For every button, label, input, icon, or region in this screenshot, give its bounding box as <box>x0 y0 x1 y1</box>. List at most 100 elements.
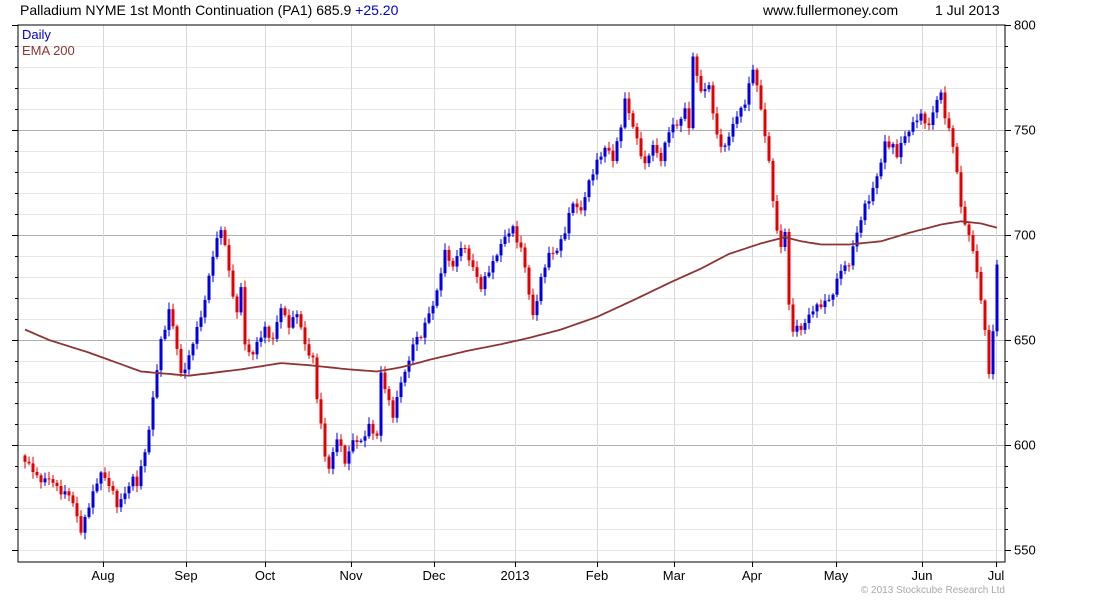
plot-border <box>17 24 1006 563</box>
candle-body <box>695 56 699 76</box>
page-title: Palladium NYME 1st Month Continuation (P… <box>20 2 398 18</box>
candle-body <box>699 75 703 92</box>
candle-body <box>755 69 759 86</box>
candle-body <box>79 516 83 533</box>
candle-body <box>219 230 223 238</box>
candle-body <box>571 203 575 213</box>
candle-body <box>903 136 907 143</box>
candle-body <box>659 152 663 162</box>
candle-body <box>679 118 683 126</box>
candle-body <box>443 249 447 274</box>
candle-body <box>667 132 671 143</box>
date-text: 1 Jul 2013 <box>935 2 1000 18</box>
candle-body <box>287 315 291 328</box>
axes-layer: Aug Sep Oct Nov Dec 2013 Feb Mar Apr May Jun Jul 550… <box>12 18 1036 583</box>
candle-body <box>979 272 983 301</box>
candle-body <box>139 466 143 487</box>
candle-body <box>291 317 295 328</box>
candle-body <box>651 145 655 156</box>
copyright-text: © 2013 Stockcube Research Ltd <box>860 585 1005 596</box>
candle-body <box>187 355 191 370</box>
candle-body <box>263 326 267 338</box>
candle-body <box>663 142 667 162</box>
candle-body <box>611 150 615 161</box>
candle-body <box>391 400 395 418</box>
candle-body <box>47 478 51 480</box>
ema-200-line <box>24 220 998 377</box>
candle-body <box>559 239 563 251</box>
candle-body <box>423 322 427 338</box>
candle-body <box>111 485 115 491</box>
candle-body <box>843 265 847 271</box>
candle-body <box>463 248 467 249</box>
candle-body <box>835 278 839 295</box>
candle-body <box>527 267 531 295</box>
candle-body <box>879 162 883 177</box>
candle-body <box>539 277 543 302</box>
candle-body <box>995 264 999 332</box>
candle-body <box>983 300 987 330</box>
candle-body <box>87 507 91 517</box>
candle-body <box>923 113 927 124</box>
candle-body <box>907 131 911 137</box>
candle-body <box>491 261 495 273</box>
candle-body <box>119 499 123 508</box>
candle-body <box>831 294 835 300</box>
candle-body <box>859 220 863 233</box>
candle-body <box>223 230 227 246</box>
candle-body <box>819 304 823 308</box>
candle-body <box>159 339 163 371</box>
candle-body <box>459 248 463 257</box>
candle-body <box>355 440 359 442</box>
candle-body <box>931 112 935 125</box>
candle-body <box>555 250 559 254</box>
candle-body <box>787 232 791 305</box>
candle-body <box>39 475 43 483</box>
candle-body <box>807 314 811 323</box>
x-axis-label: Dec <box>422 568 446 583</box>
candle-body <box>191 343 195 356</box>
candle-body <box>59 486 63 495</box>
candle-body <box>915 120 919 123</box>
x-axis-label: Feb <box>586 568 608 583</box>
candle-body <box>439 273 443 291</box>
candle-body <box>827 299 831 301</box>
candle-body <box>435 290 439 306</box>
candle-body <box>507 233 511 237</box>
y-axis-label: 550 <box>1014 543 1036 558</box>
candle-body <box>283 308 287 316</box>
candle-body <box>479 276 483 290</box>
candle-body <box>327 456 331 469</box>
candle-body <box>451 260 455 267</box>
candle-body <box>155 370 159 398</box>
candle-body <box>151 397 155 430</box>
candle-body <box>339 439 343 446</box>
candle-body <box>171 309 175 327</box>
candle-body <box>483 276 487 290</box>
candle-body <box>147 429 151 453</box>
y-axis-label: 700 <box>1014 228 1036 243</box>
candle-body <box>871 187 875 202</box>
candle-body <box>687 108 691 128</box>
x-axis-label: Oct <box>255 568 276 583</box>
candle-body <box>215 238 219 257</box>
candle-body <box>763 109 767 137</box>
candle-body <box>531 294 535 316</box>
candle-body <box>271 337 275 339</box>
candle-body <box>735 116 739 124</box>
candle-body <box>71 495 75 504</box>
candle-body <box>315 357 319 400</box>
candle-body <box>179 348 183 373</box>
candle-body <box>295 314 299 318</box>
candle-body <box>163 329 167 339</box>
candle-body <box>23 455 27 462</box>
y-axis-label: 650 <box>1014 333 1036 348</box>
candle-body <box>167 309 171 330</box>
candle-body <box>799 325 803 330</box>
candle-body <box>839 270 843 279</box>
candle-body <box>783 232 787 247</box>
candle-body <box>211 256 215 276</box>
candle-body <box>367 423 371 437</box>
